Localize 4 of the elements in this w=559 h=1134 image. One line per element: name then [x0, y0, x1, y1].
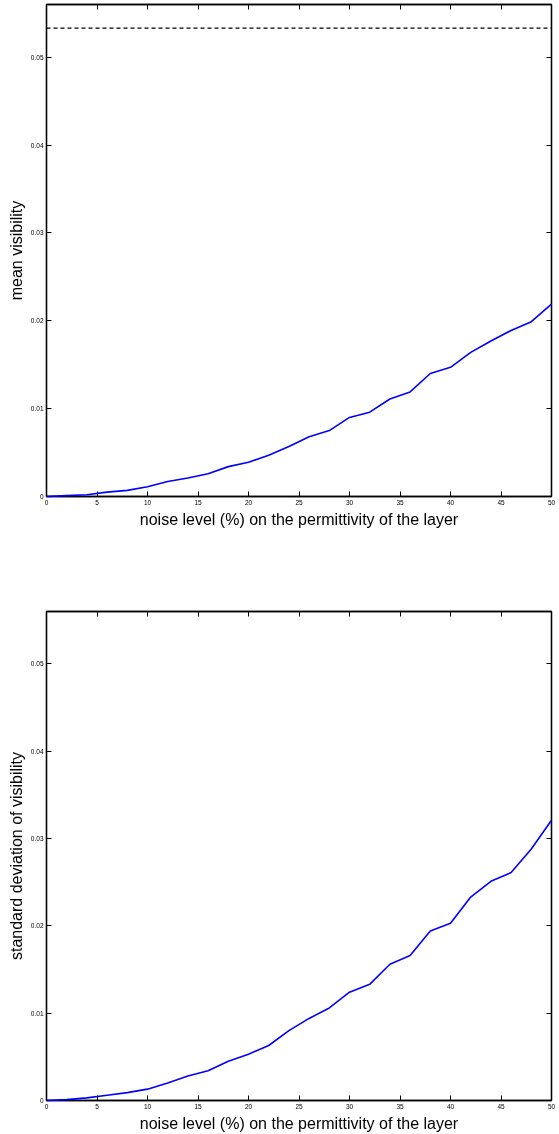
y-axis-title: standard deviation of visibility	[7, 751, 25, 961]
x-axis-title: noise level (%) on the permittivity of the layer	[139, 1114, 459, 1132]
y-axis-title: mean visibility	[7, 200, 25, 301]
x-axis-title: noise level (%) on the permittivity of the layer	[139, 510, 459, 528]
